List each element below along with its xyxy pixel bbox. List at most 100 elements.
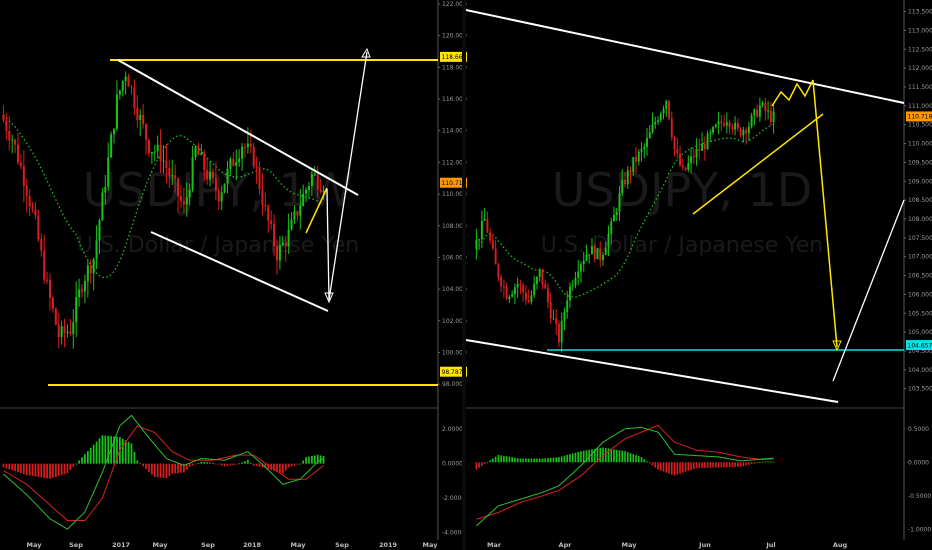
right-drop-path[interactable] [812,79,838,348]
right-price-tick-label: 103.500 [908,386,932,393]
right-macd-histogram-bar [690,462,692,471]
left-candle-body [75,297,78,323]
left-candle-body [11,139,14,141]
left-time-axis[interactable]: May Sep 2017 May Sep 2018 May Sep 2019 May [27,541,439,549]
right-macd-histogram-bar [552,457,555,463]
left-time-tick-label: Sep [201,541,215,549]
left-macd-histogram-bar [249,462,252,464]
right-macd-histogram-bar [566,454,569,463]
right-macd-histogram-bar [709,462,712,468]
right-candle-body [541,269,544,284]
right-candle-body [557,323,560,343]
left-channel-lower[interactable] [150,231,329,312]
left-macd-histogram-bar [232,463,235,466]
left-candle-body [278,245,281,261]
left-price-axis[interactable]: 122.000 120.000 118.000 116.000 114.000 112.0… [438,1,467,388]
left-price-badge [440,366,467,377]
right-macd-histogram-bar [753,462,756,464]
right-macd-line [476,426,774,527]
right-candle-body [643,146,646,149]
left-channel-upper[interactable] [117,59,359,196]
left-up-arrowhead [361,47,371,58]
left-macd-histogram-bar [238,463,241,465]
left-macd-histogram-bar [37,463,40,477]
left-projection-path[interactable] [326,51,368,301]
left-macd-histogram-bar [290,463,293,467]
right-time-axis[interactable]: Mar Apr May Jun Jul Aug [487,541,848,549]
right-macd-histogram-bar [585,450,588,463]
left-macd-histogram-bar [17,463,19,473]
right-channel-upper[interactable] [465,9,905,104]
left-wedge-line[interactable] [305,187,328,234]
right-candle-body [761,102,764,106]
left-macd-histogram-bar [241,462,243,464]
right-macd-histogram-bar [527,458,530,463]
left-candle-body [57,324,60,338]
right-candle-body [544,283,547,289]
right-macd-histogram-bar [511,457,513,463]
right-macd-histogram-bar [728,462,731,468]
left-time-tick-label: May [153,541,169,549]
left-macd-axis[interactable]: 2.0000 0.0000 -2.0000 -4.0000 [442,426,465,536]
left-macd-histogram-bar [299,463,302,465]
left-candle-body [185,197,188,205]
right-macd-histogram-bar [695,462,698,469]
right-candle-body [695,148,698,158]
left-macd-histogram-bar [235,463,238,465]
right-candle-body [613,214,615,222]
left-macd-histogram-bar [150,463,153,475]
left-macd-histogram-bar [130,443,133,464]
left-macd-histogram-bar [252,463,255,466]
left-candle-body [264,204,267,207]
right-candle-body [604,247,607,255]
left-candle-body [258,167,261,190]
left-candle-body [232,158,235,166]
right-time-tick-label: Apr [559,541,573,549]
right-candle-body [560,320,563,343]
right-recovery-line[interactable] [832,199,905,382]
left-candle-body [113,128,116,135]
left-macd-histogram-bar [279,463,281,473]
left-macd-histogram-bar [209,462,211,464]
left-candle-body [299,205,302,216]
left-chart-pane[interactable]: USDJPY, 1W U.S. Dollar / Japanese Yen 12… [0,0,467,549]
right-macd-histogram-bar [588,449,591,463]
right-macd-histogram-bar [574,452,577,463]
left-drawings[interactable] [48,47,438,386]
right-macd-histogram-bar [621,450,624,463]
right-price-axis[interactable]: 113.500 113.000 112.500 112.000 111.500 111.0… [904,9,932,393]
left-macd-histogram-bar [226,463,229,467]
left-candle-body [37,215,40,240]
right-macd-tick-label: -1.0000 [908,526,931,533]
left-candle-body [165,160,168,169]
right-candle-body [489,232,492,241]
right-channel-lower[interactable] [465,339,839,403]
right-macd-area [475,424,775,527]
right-drawings[interactable] [465,9,905,403]
right-macd-histogram-bar [739,462,742,467]
right-macd-histogram-bar [494,456,497,463]
right-chart-pane[interactable]: USDJPY, 1D U.S. Dollar / Japanese Yen 11… [465,0,932,549]
left-macd-histogram-bar [311,456,313,464]
left-candle-body [281,242,284,246]
left-macd-histogram-bar [28,463,31,476]
right-candle-body [577,271,580,278]
left-candle-body [63,326,66,333]
left-macd-histogram-bar [220,463,223,466]
right-rising-trendline[interactable] [692,113,824,215]
left-macd-histogram-bar [200,461,203,464]
right-macd-histogram-bar [654,462,657,468]
right-price-tick-label: 106.500 [908,273,932,280]
right-macd-histogram-bar [538,458,541,463]
left-macd-line [3,414,324,530]
right-macd-axis[interactable]: 0.5000 0.0000 -0.5000 -1.0000 [908,426,931,534]
left-candle-body [60,326,63,338]
left-candle-body [302,193,305,206]
left-macd-area [2,414,325,530]
right-candle-body [659,113,662,121]
right-zigzag-path[interactable] [771,79,814,107]
left-price-tick-label: 118.000 [442,64,467,71]
left-macd-histogram-bar [264,463,267,469]
right-watermark-symbol: USDJPY, 1D [552,163,813,217]
right-macd-histogram-bar [577,451,580,463]
